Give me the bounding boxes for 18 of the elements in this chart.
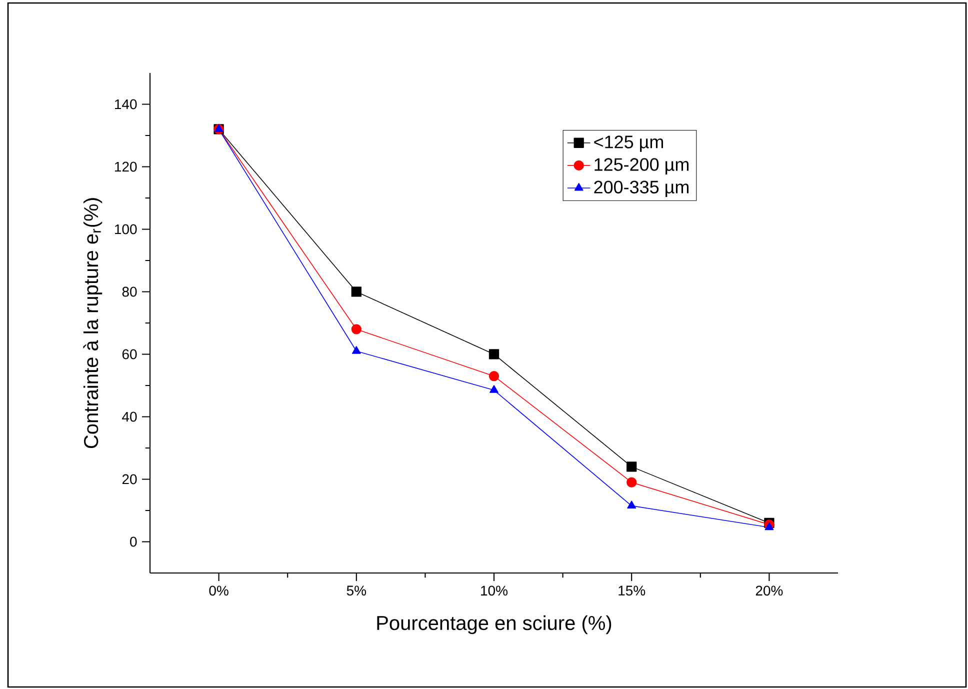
y-tick-label: 140 <box>115 99 137 110</box>
legend-label: 125-200 µm <box>594 158 688 174</box>
y-tick-label: 100 <box>115 224 137 234</box>
x-tick-label: 5% <box>346 586 366 596</box>
x-tick-label: 15% <box>618 586 646 596</box>
y-tick-label: 0 <box>130 536 137 547</box>
legend-label: <125 µm <box>594 136 663 152</box>
x-tick-label: 10% <box>481 586 508 596</box>
x-tick-label: 0% <box>209 586 228 596</box>
y-tick-label: 120 <box>115 162 137 172</box>
y-tick-label: 20 <box>122 474 137 484</box>
y-tick-label: 40 <box>122 412 137 422</box>
x-tick-label: 20% <box>756 586 783 596</box>
x-axis-title: Pourcentage en sciure (%) <box>377 615 612 634</box>
y-axis-title: Contrainte à la rupture e$_{r}$(%) <box>83 198 102 448</box>
legend-label: 200-335 µm <box>594 180 688 198</box>
y-tick-label: 60 <box>122 349 137 360</box>
y-tick-label: 80 <box>122 286 137 297</box>
